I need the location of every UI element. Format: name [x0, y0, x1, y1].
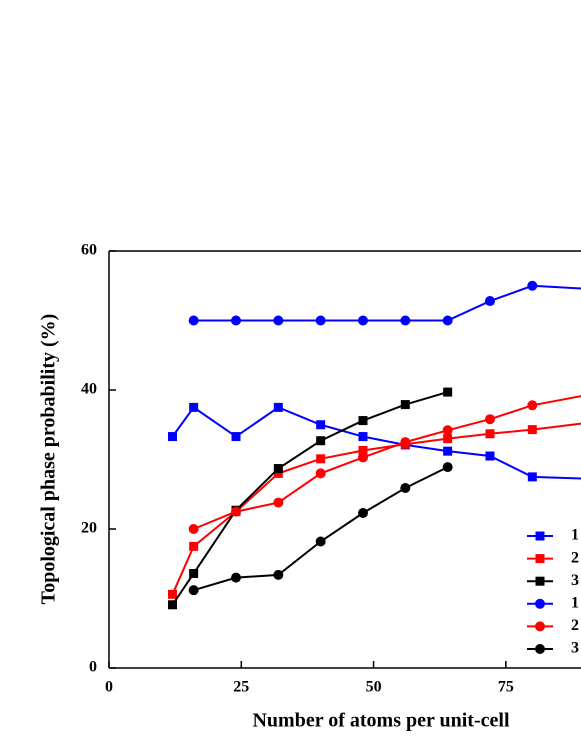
series-line	[171, 405, 581, 480]
data-point	[485, 429, 495, 439]
legend-marker	[535, 598, 545, 609]
legend-label: 2	[571, 549, 579, 566]
data-point	[273, 468, 283, 478]
data-point	[400, 400, 410, 410]
x-axis-title: Number of atoms per unit-cell	[252, 710, 509, 732]
data-point	[400, 437, 411, 448]
data-point	[189, 541, 199, 551]
data-point	[357, 452, 368, 463]
legend-label: 2	[571, 617, 579, 634]
data-point	[167, 432, 177, 442]
x-tick-label: 75	[498, 679, 514, 696]
data-point	[442, 315, 453, 326]
data-point	[527, 425, 537, 435]
data-point	[485, 451, 495, 461]
y-axis-title: Topological phase probability (%)	[38, 314, 60, 605]
series-line	[193, 395, 581, 530]
data-point	[527, 280, 538, 291]
data-point	[167, 589, 177, 599]
data-point	[443, 434, 453, 444]
legend-label: 3	[571, 572, 579, 589]
data-point	[358, 445, 368, 455]
legend-marker	[535, 621, 545, 632]
data-point	[484, 414, 495, 425]
legend-label: 1	[571, 594, 579, 611]
data-point	[188, 585, 199, 596]
data-point	[442, 425, 453, 436]
x-tick-label: 0	[105, 679, 113, 696]
data-point	[527, 400, 538, 411]
data-point	[167, 600, 177, 610]
data-point	[230, 506, 241, 517]
legend-marker	[535, 644, 545, 654]
data-point	[189, 568, 199, 578]
legend-marker	[535, 554, 545, 564]
data-point	[443, 446, 453, 456]
y-tick-label: 40	[81, 381, 97, 398]
data-point	[188, 524, 199, 534]
legend-label: 1	[571, 527, 579, 544]
y-tick-label: 0	[89, 659, 97, 676]
data-point	[273, 315, 284, 326]
data-point	[358, 432, 368, 442]
data-point	[315, 468, 326, 479]
legend-marker	[535, 576, 545, 586]
data-point	[357, 315, 368, 326]
x-tick-label: 50	[366, 679, 382, 696]
y-tick-label: 20	[81, 520, 97, 537]
data-point	[443, 387, 453, 397]
y-tick-label: 60	[81, 242, 97, 259]
data-point	[231, 432, 241, 442]
data-point	[189, 402, 199, 412]
data-point	[315, 315, 326, 326]
data-point	[484, 296, 495, 307]
data-point	[442, 462, 453, 473]
legend-marker	[535, 531, 545, 541]
data-point	[316, 420, 326, 430]
data-point	[273, 569, 284, 580]
data-point	[400, 315, 411, 326]
x-tick-label: 25	[233, 679, 249, 696]
data-point	[230, 315, 241, 326]
data-point	[273, 402, 283, 412]
series-line	[171, 391, 448, 606]
data-point	[316, 454, 326, 464]
data-point	[315, 536, 326, 547]
series-line	[193, 284, 581, 322]
data-point	[357, 508, 368, 519]
data-point	[273, 464, 283, 474]
data-point	[188, 315, 199, 326]
data-point	[400, 482, 411, 493]
data-point	[358, 416, 368, 426]
legend-label: 3	[571, 640, 579, 657]
data-point	[316, 436, 326, 446]
data-point	[273, 497, 284, 508]
data-point	[527, 472, 537, 482]
data-point	[230, 572, 241, 583]
